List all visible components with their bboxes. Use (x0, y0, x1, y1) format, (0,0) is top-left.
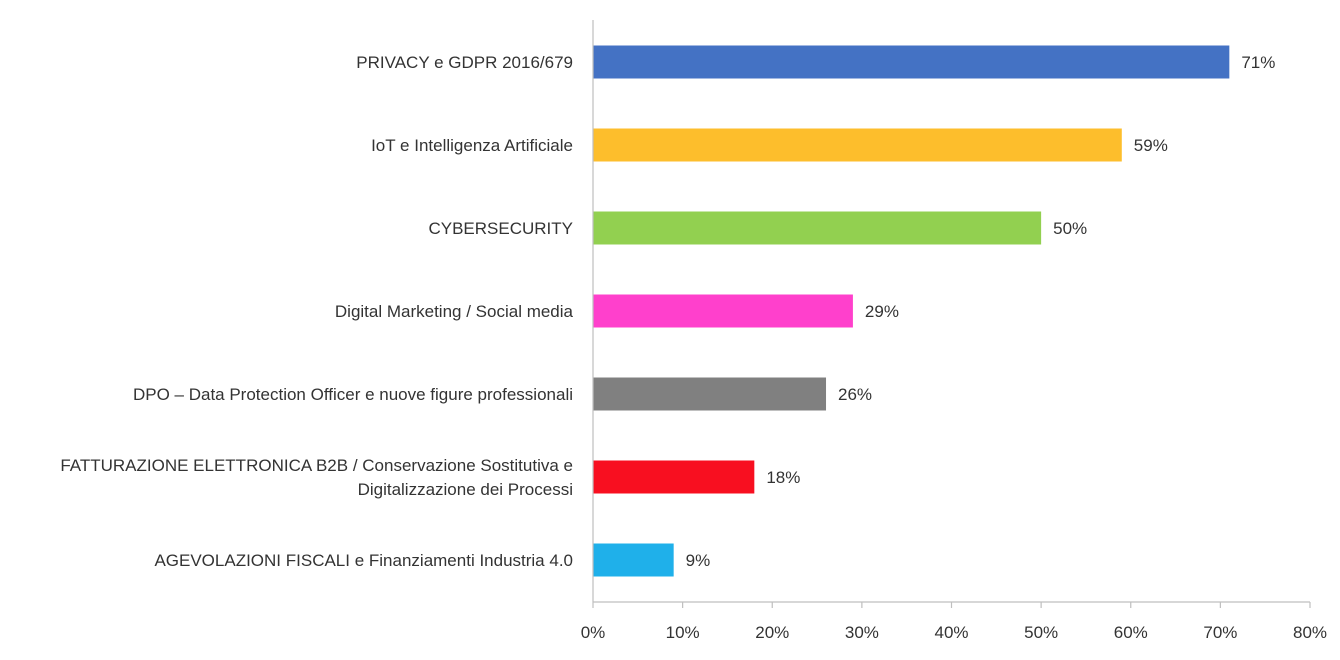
category-label: FATTURAZIONE ELETTRONICA B2B / Conservaz… (60, 456, 573, 475)
data-label: 18% (766, 468, 800, 487)
x-tick-label: 50% (1024, 623, 1058, 642)
bar (593, 377, 827, 411)
bar (593, 128, 1122, 162)
x-tick-label: 0% (581, 623, 606, 642)
x-tick-label: 80% (1293, 623, 1327, 642)
data-label: 26% (838, 385, 872, 404)
bars (593, 45, 1230, 577)
category-label: IoT e Intelligenza Artificiale (371, 136, 573, 155)
x-tick-label: 20% (755, 623, 789, 642)
data-label: 9% (686, 551, 711, 570)
bar (593, 211, 1042, 245)
x-tick-label: 70% (1203, 623, 1237, 642)
data-label: 29% (865, 302, 899, 321)
category-label: Digitalizzazione dei Processi (358, 480, 573, 499)
bar (593, 460, 755, 494)
bar (593, 45, 1230, 79)
bar (593, 294, 853, 328)
category-label: DPO – Data Protection Officer e nuove fi… (133, 385, 573, 404)
labels: 0% 10% 20% 30% 40% 50% 60% 70% 80% PRIVACY e GDPR… (60, 53, 1327, 642)
data-label: 50% (1053, 219, 1087, 238)
axes (592, 20, 1311, 608)
x-tick-label: 40% (934, 623, 968, 642)
category-label: PRIVACY e GDPR 2016/679 (356, 53, 573, 72)
x-tick-label: 60% (1114, 623, 1148, 642)
x-tick-label: 10% (666, 623, 700, 642)
x-tick-label: 30% (845, 623, 879, 642)
category-label: Digital Marketing / Social media (335, 302, 574, 321)
category-label: CYBERSECURITY (428, 219, 573, 238)
data-label: 71% (1241, 53, 1275, 72)
bar (593, 543, 674, 577)
data-label: 59% (1134, 136, 1168, 155)
category-label: AGEVOLAZIONI FISCALI e Finanziamenti Ind… (154, 551, 573, 570)
